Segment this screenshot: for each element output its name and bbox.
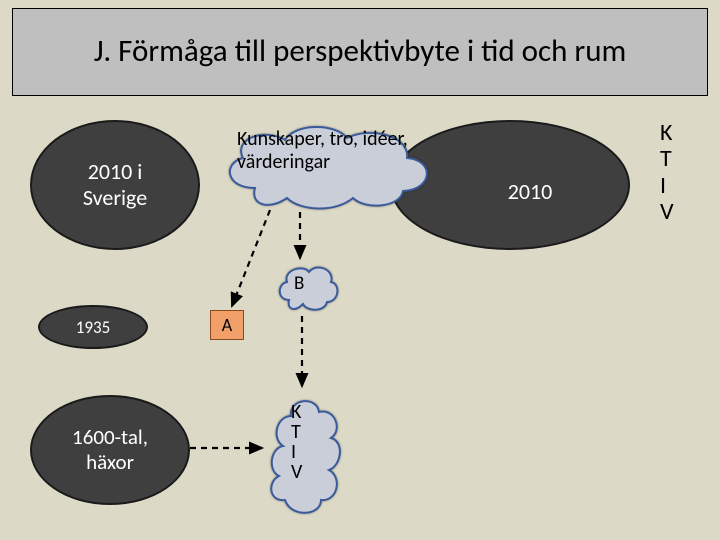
node-label: 1600-tal,häxor <box>72 425 148 475</box>
cloud-b <box>275 260 340 315</box>
node-label: 2010 iSverige <box>83 159 147 212</box>
label-a: A <box>222 314 232 336</box>
node-label: 1935 <box>76 317 110 338</box>
node-2010-sverige: 2010 iSverige <box>30 120 200 250</box>
node-1600-haxor: 1600-tal,häxor <box>30 395 190 505</box>
node-label: 2010 <box>508 178 553 205</box>
page-title: J. Förmåga till perspektivbyte i tid och… <box>94 34 627 70</box>
cloud-ktiv-small <box>265 390 343 520</box>
box-a: A <box>210 310 244 340</box>
ktiv-right-label: KTIV <box>660 120 674 226</box>
title-bar: J. Förmåga till perspektivbyte i tid och… <box>12 8 708 96</box>
cloud-kunskaper-label: Kunskaper, tro, idéer, värderingar <box>237 128 432 174</box>
node-1935: 1935 <box>38 305 148 349</box>
label-b: B <box>294 272 304 295</box>
ktiv-small-label: KTIV <box>291 402 302 482</box>
